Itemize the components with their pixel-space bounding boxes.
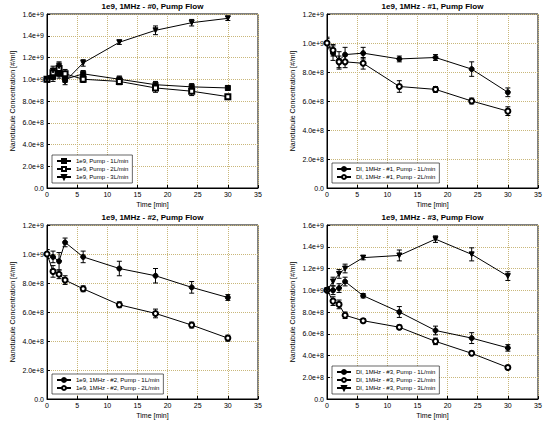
svg-text:30: 30 (504, 191, 512, 198)
svg-text:4.0e+8: 4.0e+8 (22, 141, 44, 148)
svg-text:2.0e+8: 2.0e+8 (22, 163, 44, 170)
svg-text:1.0e+9: 1.0e+9 (302, 40, 324, 47)
svg-text:30: 30 (224, 402, 232, 409)
svg-text:4.0e+8: 4.0e+8 (22, 338, 44, 345)
svg-text:Nanotubule Concentration [#/ml: Nanotubule Concentration [#/ml] (9, 51, 17, 151)
svg-text:15: 15 (414, 191, 422, 198)
svg-text:25: 25 (194, 402, 202, 409)
svg-text:30: 30 (504, 402, 512, 409)
svg-text:25: 25 (474, 191, 482, 198)
svg-text:DI, 1MHz - #3, Pump - 3L/min: DI, 1MHz - #3, Pump - 3L/min (356, 385, 435, 391)
svg-text:0.0: 0.0 (34, 185, 44, 192)
svg-text:8.0e+8: 8.0e+8 (302, 69, 324, 76)
svg-text:0.0: 0.0 (314, 396, 324, 403)
svg-text:2.0e+8: 2.0e+8 (302, 374, 324, 381)
svg-text:30: 30 (224, 191, 232, 198)
svg-text:8.0e+8: 8.0e+8 (22, 98, 44, 105)
svg-text:Time [min]: Time [min] (416, 201, 448, 209)
svg-text:4.0e+8: 4.0e+8 (302, 127, 324, 134)
svg-text:1.6e+9: 1.6e+9 (302, 222, 324, 229)
svg-text:Time [min]: Time [min] (136, 201, 168, 209)
svg-text:DI, 1MHz - #3, Pump - 1L/min: DI, 1MHz - #3, Pump - 1L/min (356, 369, 435, 375)
svg-text:10: 10 (103, 402, 111, 409)
svg-text:1.0e+9: 1.0e+9 (22, 251, 44, 258)
svg-text:1e9, 1MHz - #2, Pump Flow: 1e9, 1MHz - #2, Pump Flow (102, 213, 205, 222)
svg-text:1.0e+9: 1.0e+9 (302, 287, 324, 294)
svg-text:1.0e+9: 1.0e+9 (22, 76, 44, 83)
svg-text:0: 0 (45, 191, 49, 198)
svg-text:1e9, 1MHz - #2, Pump - 1L/min: 1e9, 1MHz - #2, Pump - 1L/min (76, 377, 159, 383)
svg-text:5: 5 (75, 402, 79, 409)
svg-text:0: 0 (45, 402, 49, 409)
svg-text:6.0e+8: 6.0e+8 (22, 309, 44, 316)
svg-text:25: 25 (474, 402, 482, 409)
svg-text:DI, 1MHz - #1, Pump - 1L/min: DI, 1MHz - #1, Pump - 1L/min (356, 166, 435, 172)
svg-text:5: 5 (355, 191, 359, 198)
svg-text:8.0e+8: 8.0e+8 (22, 280, 44, 287)
svg-text:20: 20 (444, 191, 452, 198)
svg-text:10: 10 (383, 402, 391, 409)
svg-text:6.0e+8: 6.0e+8 (302, 98, 324, 105)
svg-text:DI, 1MHz - #3, Pump - 2L/min: DI, 1MHz - #3, Pump - 2L/min (356, 377, 435, 383)
svg-text:4.0e+8: 4.0e+8 (302, 352, 324, 359)
svg-text:1e9, 1MHz - #1, Pump Flow: 1e9, 1MHz - #1, Pump Flow (382, 2, 485, 11)
svg-text:1e9, 1MHz - #2, Pump - 2L/min: 1e9, 1MHz - #2, Pump - 2L/min (76, 385, 159, 391)
svg-text:1.2e+9: 1.2e+9 (22, 54, 44, 61)
svg-text:1.4e+9: 1.4e+9 (22, 32, 44, 39)
svg-text:20: 20 (164, 402, 172, 409)
svg-text:DI, 1MHz - #1, Pump - 2L/min: DI, 1MHz - #1, Pump - 2L/min (356, 174, 435, 180)
svg-text:1.2e+9: 1.2e+9 (302, 265, 324, 272)
svg-text:15: 15 (414, 402, 422, 409)
svg-text:Time [min]: Time [min] (416, 412, 448, 420)
svg-text:10: 10 (103, 191, 111, 198)
svg-text:10: 10 (383, 191, 391, 198)
svg-text:15: 15 (134, 191, 142, 198)
svg-text:35: 35 (254, 191, 262, 198)
svg-text:0.0: 0.0 (34, 396, 44, 403)
svg-text:6.0e+8: 6.0e+8 (22, 119, 44, 126)
svg-text:25: 25 (194, 191, 202, 198)
svg-text:8.0e+8: 8.0e+8 (302, 309, 324, 316)
svg-text:1e9, 1MHz - #0, Pump Flow: 1e9, 1MHz - #0, Pump Flow (102, 2, 205, 11)
svg-text:0: 0 (325, 402, 329, 409)
svg-text:15: 15 (134, 402, 142, 409)
svg-text:Nanotubule Concentration [#/ml: Nanotubule Concentration [#/ml] (289, 51, 297, 151)
svg-text:35: 35 (254, 402, 262, 409)
svg-text:35: 35 (534, 402, 542, 409)
svg-text:1e9, Pump - 3L/min: 1e9, Pump - 3L/min (76, 174, 128, 180)
svg-text:1e9, 1MHz - #3, Pump Flow: 1e9, 1MHz - #3, Pump Flow (382, 213, 485, 222)
svg-text:5: 5 (75, 191, 79, 198)
svg-text:1.2e+9: 1.2e+9 (22, 222, 44, 229)
svg-text:Nanotubule Concentration [#/ml: Nanotubule Concentration [#/ml] (289, 262, 297, 362)
svg-text:Nanotubule Concentration [#/ml: Nanotubule Concentration [#/ml] (9, 262, 17, 362)
svg-text:1e9, Pump - 2L/min: 1e9, Pump - 2L/min (76, 166, 128, 172)
svg-text:20: 20 (444, 402, 452, 409)
svg-text:1.4e+9: 1.4e+9 (302, 243, 324, 250)
svg-text:2.0e+8: 2.0e+8 (22, 367, 44, 374)
svg-text:1.6e+9: 1.6e+9 (22, 11, 44, 18)
svg-text:20: 20 (164, 191, 172, 198)
svg-text:0: 0 (325, 191, 329, 198)
svg-text:0.0: 0.0 (314, 185, 324, 192)
svg-text:2.0e+8: 2.0e+8 (302, 156, 324, 163)
svg-text:1e9, Pump - 1L/min: 1e9, Pump - 1L/min (76, 158, 128, 164)
svg-text:5: 5 (355, 402, 359, 409)
svg-text:1.2e+9: 1.2e+9 (302, 11, 324, 18)
svg-text:Time [min]: Time [min] (136, 412, 168, 420)
svg-text:35: 35 (534, 191, 542, 198)
svg-text:6.0e+8: 6.0e+8 (302, 330, 324, 337)
